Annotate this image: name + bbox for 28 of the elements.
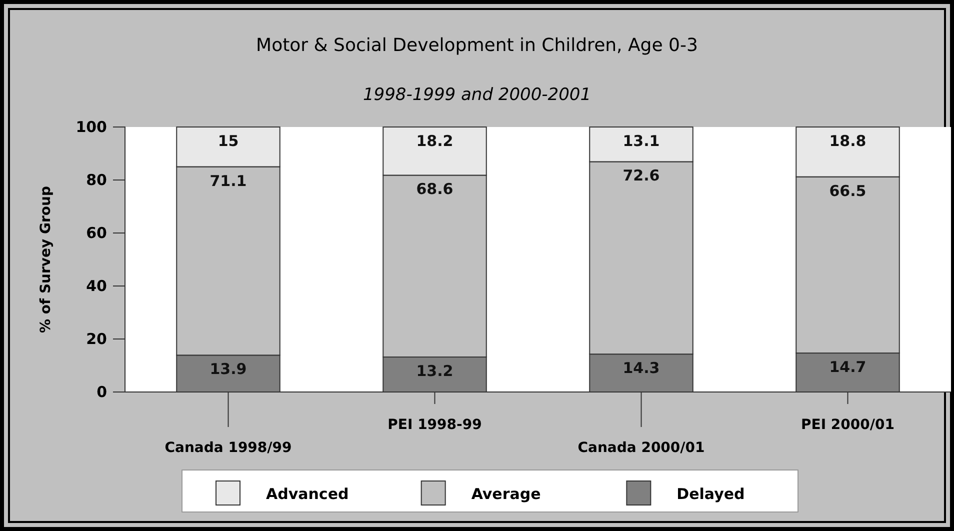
- x-tick-label: PEI 1998-99: [388, 417, 482, 433]
- chart-title: Motor & Social Development in Children, Age 0-3: [256, 35, 698, 56]
- legend-label: Advanced: [266, 485, 349, 503]
- y-tick-label: 20: [86, 330, 107, 348]
- data-label: 68.6: [416, 180, 454, 198]
- data-label: 13.2: [416, 362, 454, 380]
- chart-subtitle: 1998-1999 and 2000-2001: [362, 85, 592, 105]
- y-tick-label: 60: [86, 224, 107, 242]
- data-label: 18.8: [829, 132, 866, 150]
- y-tick-label: 40: [86, 276, 107, 295]
- x-tick-label: Canada 1998/99: [164, 440, 292, 456]
- data-label: 14.7: [829, 358, 866, 376]
- data-label: 13.9: [210, 360, 247, 378]
- data-label: 72.6: [622, 166, 660, 185]
- legend-label: Average: [471, 485, 541, 503]
- legend-label: Delayed: [676, 485, 745, 503]
- x-tick-label: PEI 2000/01: [801, 417, 894, 433]
- x-tick-label: Canada 2000/01: [578, 440, 705, 456]
- data-label: 15: [218, 132, 239, 150]
- data-label: 18.2: [416, 132, 454, 150]
- data-label: 14.3: [622, 359, 660, 378]
- data-label: 13.1: [622, 132, 660, 150]
- data-label: 71.1: [210, 172, 247, 190]
- data-label: 66.5: [829, 182, 866, 200]
- y-axis-title: % of Survey Group: [38, 186, 54, 334]
- y-tick-label: 100: [76, 118, 107, 136]
- y-tick-label: 0: [96, 382, 107, 401]
- y-tick-label: 80: [86, 170, 107, 189]
